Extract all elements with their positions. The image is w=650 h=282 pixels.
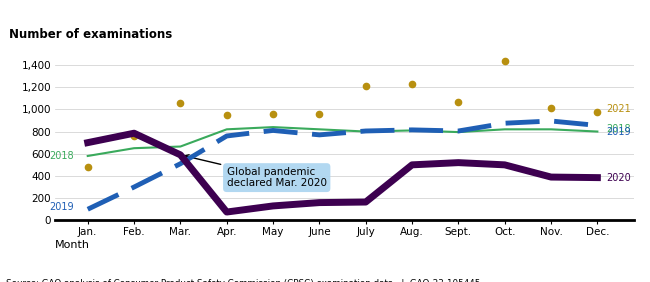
Text: 2019: 2019 xyxy=(49,202,74,212)
Text: 2019: 2019 xyxy=(606,127,631,137)
Text: 2018: 2018 xyxy=(49,151,74,161)
Text: 2018: 2018 xyxy=(606,124,631,134)
X-axis label: Month: Month xyxy=(55,240,90,250)
Text: Number of examinations: Number of examinations xyxy=(9,28,172,41)
Text: 2021: 2021 xyxy=(606,104,631,114)
Text: 2020: 2020 xyxy=(606,173,631,183)
Text: Global pandemic
declared Mar. 2020: Global pandemic declared Mar. 2020 xyxy=(185,155,327,188)
Text: Source: GAO analysis of Consumer Product Safety Commission (CPSC) examination da: Source: GAO analysis of Consumer Product… xyxy=(6,279,481,282)
